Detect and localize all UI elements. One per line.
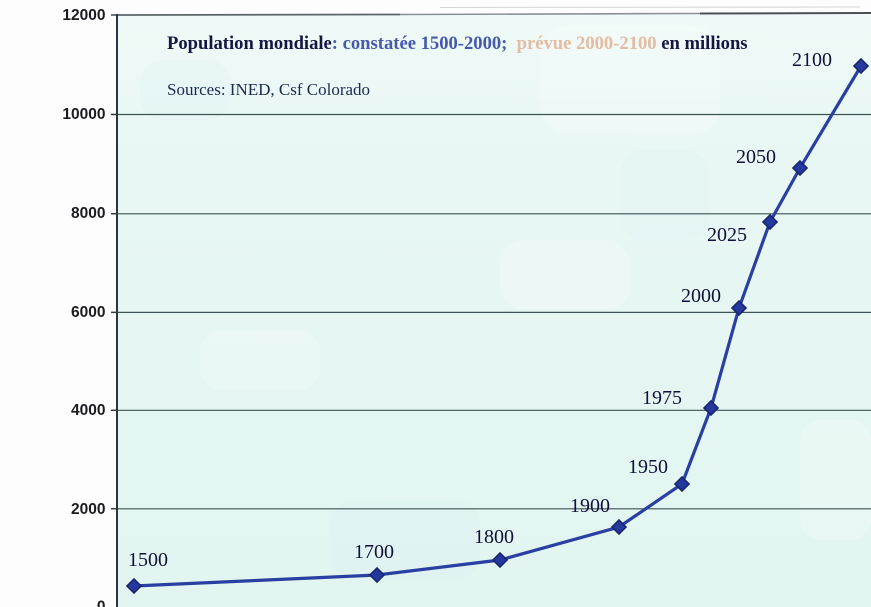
svg-text:Population mondiale: constatée: Population mondiale: constatée 1500-2000… xyxy=(167,33,748,54)
svg-text:4000: 4000 xyxy=(71,402,105,419)
svg-text:2050: 2050 xyxy=(736,146,776,168)
svg-text:0: 0 xyxy=(97,599,106,607)
svg-text:1500: 1500 xyxy=(128,549,168,571)
svg-text:12000: 12000 xyxy=(62,7,105,24)
svg-text:1900: 1900 xyxy=(570,495,610,517)
svg-text:2000: 2000 xyxy=(681,285,721,307)
svg-text:10000: 10000 xyxy=(62,106,105,123)
svg-text:1800: 1800 xyxy=(474,526,514,548)
svg-text:2000: 2000 xyxy=(71,501,105,518)
svg-text:2100: 2100 xyxy=(792,49,832,71)
svg-text:1700: 1700 xyxy=(354,541,394,563)
svg-text:1975: 1975 xyxy=(642,387,682,409)
svg-text:Sources: INED, Csf Colorado: Sources: INED, Csf Colorado xyxy=(167,80,370,99)
svg-text:1950: 1950 xyxy=(628,456,668,478)
svg-text:8000: 8000 xyxy=(71,205,105,222)
svg-text:6000: 6000 xyxy=(71,304,105,321)
svg-text:2025: 2025 xyxy=(707,224,747,246)
